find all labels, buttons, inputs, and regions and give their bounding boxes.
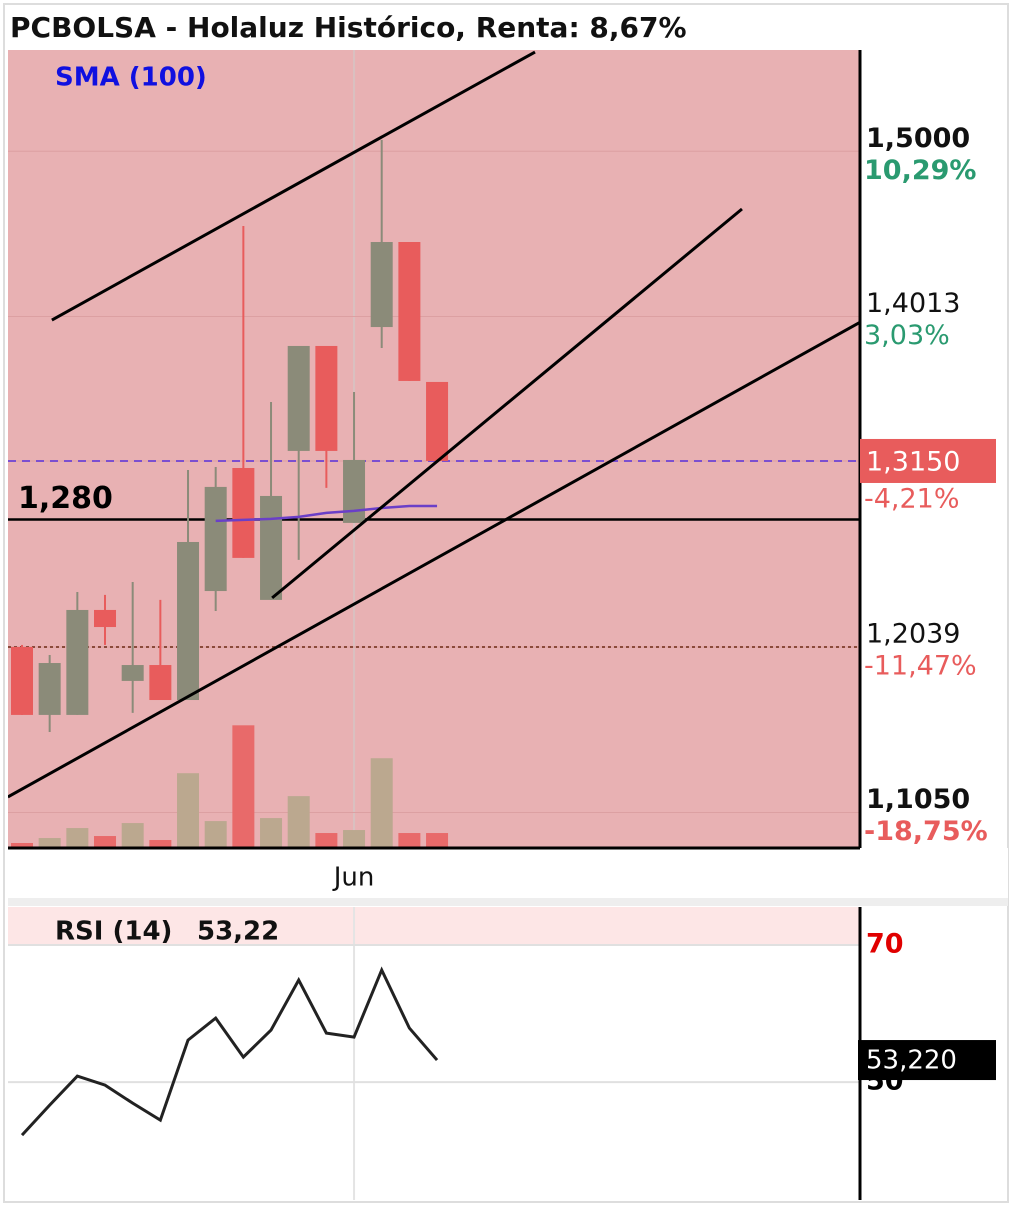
trend-line (271, 207, 743, 600)
volume-bar (38, 838, 61, 848)
y-tick-change: -18,75% (864, 816, 988, 847)
y-tick-label: 1,2039 (866, 618, 960, 649)
candle-body (315, 345, 338, 451)
volume-bar (94, 836, 117, 848)
chart-title: PCBOLSA - Holaluz Histórico, Renta: 8,67… (10, 11, 687, 44)
date-strip (8, 848, 1008, 898)
candle-body (204, 486, 227, 592)
y-tick-change: -11,47% (864, 650, 977, 681)
title-background (8, 8, 858, 50)
y-tick-change: 10,29% (864, 155, 976, 186)
candle-body (343, 459, 366, 523)
volume-bar (398, 833, 421, 848)
volume-bar (343, 830, 366, 848)
legend-entry: SMA (100) (55, 63, 207, 93)
y-tick-label: 1,4013 (866, 288, 960, 319)
y-tick-label: 1,1050 (866, 784, 970, 815)
candle-body (426, 381, 449, 461)
volume-bar (177, 773, 200, 848)
y-tick-label: 1,3150 (866, 446, 960, 477)
volume-bar (260, 818, 283, 848)
rsi-line (20, 966, 439, 1137)
rsi-value: 53,22 (197, 917, 279, 947)
rsi-background (8, 907, 860, 1200)
volume-bar (66, 828, 89, 848)
volume-bar (370, 758, 393, 848)
candle-body (287, 345, 310, 451)
candle-body (260, 495, 283, 600)
y-tick-change: -4,21% (864, 483, 960, 514)
y-tick-label: 70 (866, 929, 904, 960)
y-tick-label: 1,5000 (866, 123, 970, 154)
x-tick-label: Jun (332, 863, 375, 893)
volume-bar (232, 725, 255, 848)
y-tick-change: 3,03% (864, 320, 950, 351)
volume-bar (315, 833, 338, 848)
horizontal-line-label: 1,280 (18, 481, 113, 516)
volume-bar (149, 840, 172, 848)
sma-line (215, 504, 438, 523)
candle-body (398, 242, 421, 381)
candle-body (11, 646, 33, 715)
trend-line (51, 50, 536, 322)
volume-bar (426, 833, 449, 848)
plot-area: 1,280 (8, 50, 860, 848)
rsi-value-box (858, 1040, 996, 1081)
candle-body (66, 609, 89, 715)
candle-body (177, 541, 200, 701)
volume-bar (11, 843, 33, 848)
overbought-band (8, 907, 860, 946)
candle-body (149, 665, 172, 701)
trend-line (8, 320, 860, 799)
candle-body (121, 665, 144, 681)
volume-bar (121, 823, 144, 848)
candle-body (94, 609, 117, 628)
candle-body (232, 468, 255, 558)
separator (8, 898, 1008, 906)
candle-body (38, 663, 61, 715)
candle-body (370, 242, 393, 328)
rsi-title: RSI (14) (55, 917, 172, 947)
volume-bar (204, 821, 227, 848)
last-price-box (860, 438, 996, 483)
rsi-value-box-label: 53,220 (866, 1046, 957, 1076)
volume-bar (287, 796, 310, 848)
